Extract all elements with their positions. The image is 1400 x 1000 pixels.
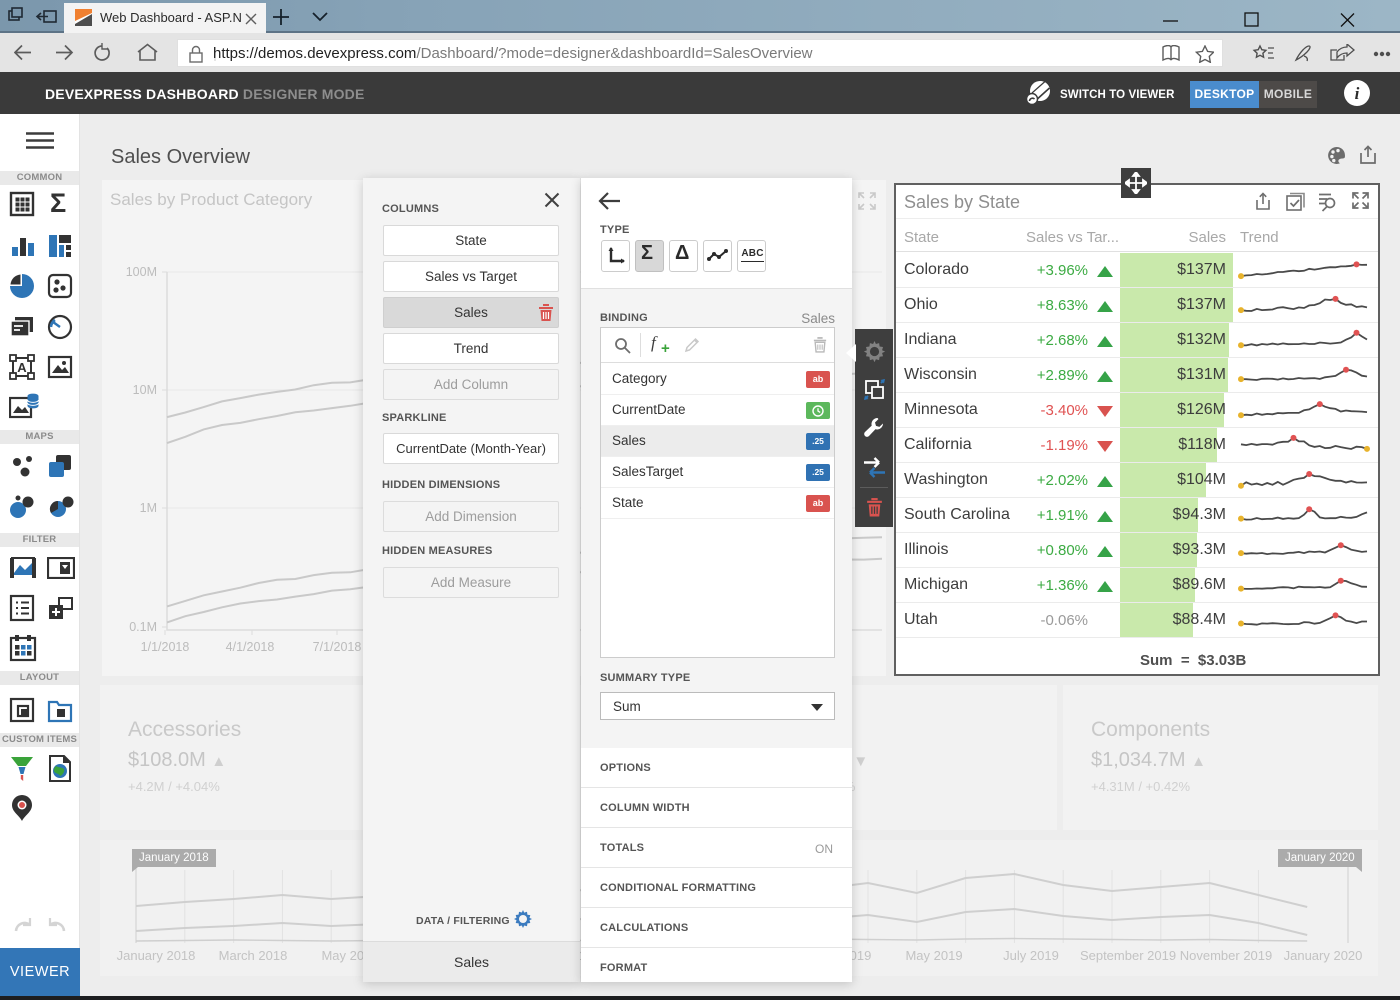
svg-text:July 2019: July 2019 — [1003, 948, 1059, 963]
svg-text:7/1/2018: 7/1/2018 — [313, 640, 362, 654]
svg-text:100M: 100M — [126, 265, 157, 279]
svg-text:September 2019: September 2019 — [1080, 948, 1176, 963]
svg-text:January 2020: January 2020 — [1284, 948, 1363, 963]
svg-text:0.1M: 0.1M — [129, 620, 157, 634]
svg-text:November 2019: November 2019 — [1180, 948, 1273, 963]
svg-text:May 2019: May 2019 — [905, 948, 962, 963]
svg-text:A: A — [17, 360, 27, 375]
svg-text:10M: 10M — [133, 383, 157, 397]
svg-text:March 2018: March 2018 — [219, 948, 288, 963]
svg-text:4/1/2018: 4/1/2018 — [226, 640, 275, 654]
svg-text:1M: 1M — [140, 501, 157, 515]
svg-text:January 2018: January 2018 — [117, 948, 196, 963]
svg-text:1/1/2018: 1/1/2018 — [141, 640, 190, 654]
svg-text:i: i — [1355, 84, 1360, 103]
